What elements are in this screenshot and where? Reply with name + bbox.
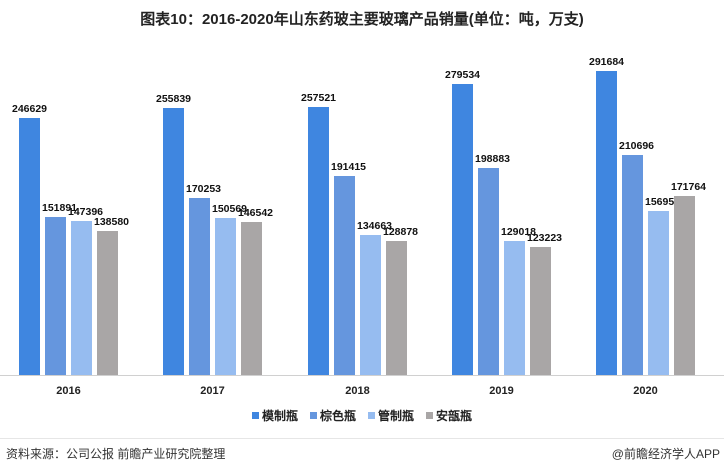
footer-divider — [0, 438, 724, 439]
x-tick-label: 2019 — [489, 385, 514, 397]
bar — [45, 217, 66, 375]
source-note: 资料来源：公司公报 前瞻产业研究院整理 — [6, 447, 226, 461]
bar — [674, 196, 695, 375]
bar — [334, 176, 355, 375]
bar — [215, 218, 236, 375]
bar — [308, 107, 329, 375]
bar — [596, 71, 617, 375]
bar — [386, 241, 407, 375]
bar — [452, 84, 473, 375]
data-label: 255839 — [155, 93, 192, 105]
data-label: 170253 — [185, 183, 222, 195]
credit-note: @前瞻经济学人APP — [611, 447, 720, 461]
bar — [19, 118, 40, 375]
bar — [360, 235, 381, 375]
data-label: 129018 — [500, 226, 537, 238]
legend-swatch — [251, 412, 259, 419]
legend-swatch — [368, 412, 375, 419]
data-label: 257521 — [300, 92, 337, 104]
data-label: 146542 — [237, 207, 274, 219]
bar — [189, 198, 210, 375]
data-label: 279534 — [444, 69, 481, 81]
legend-swatch — [309, 412, 317, 419]
bar — [504, 241, 525, 375]
data-label: 171764 — [670, 181, 707, 193]
data-label: 156958 — [644, 196, 681, 208]
x-tick-label: 2017 — [200, 385, 225, 397]
bar — [163, 108, 184, 375]
x-tick-label: 2016 — [56, 385, 81, 397]
data-label: 147396 — [67, 206, 104, 218]
data-label: 210696 — [618, 140, 655, 152]
data-label: 198883 — [474, 153, 511, 165]
x-tick-label: 2018 — [345, 385, 370, 397]
legend-item-brown-bottle: 棕色瓶 — [309, 407, 356, 424]
data-label: 246629 — [11, 103, 48, 115]
bar — [97, 231, 118, 375]
legend-item-tubular-bottle: 管制瓶 — [368, 407, 414, 424]
data-label: 191415 — [330, 161, 367, 173]
bar — [648, 211, 669, 375]
legend-label: 棕色瓶 — [319, 409, 356, 423]
legend: 模制瓶 棕色瓶 管制瓶 安瓿瓶 — [0, 407, 724, 424]
bar — [478, 168, 499, 375]
data-label: 138580 — [93, 216, 130, 228]
legend-label: 管制瓶 — [378, 409, 415, 423]
legend-item-ampoule: 安瓿瓶 — [426, 407, 472, 424]
legend-label: 模制瓶 — [261, 409, 298, 423]
data-label: 123223 — [526, 232, 563, 244]
chart-title: 图表10：2016-2020年山东药玻主要玻璃产品销量(单位：吨，万支) — [140, 11, 584, 28]
data-label: 151891 — [41, 202, 78, 214]
data-label: 134663 — [356, 220, 393, 232]
legend-item-molded-bottle: 模制瓶 — [251, 407, 298, 424]
bar — [241, 222, 262, 375]
data-label: 150569 — [211, 203, 248, 215]
legend-label: 安瓿瓶 — [436, 409, 473, 423]
x-axis-line — [0, 375, 724, 376]
bar — [71, 221, 92, 375]
data-label: 291684 — [588, 56, 625, 68]
bar — [530, 247, 551, 375]
legend-swatch — [426, 412, 434, 419]
x-tick-label: 2020 — [633, 385, 658, 397]
bar — [622, 155, 643, 375]
data-label: 128878 — [382, 226, 419, 238]
